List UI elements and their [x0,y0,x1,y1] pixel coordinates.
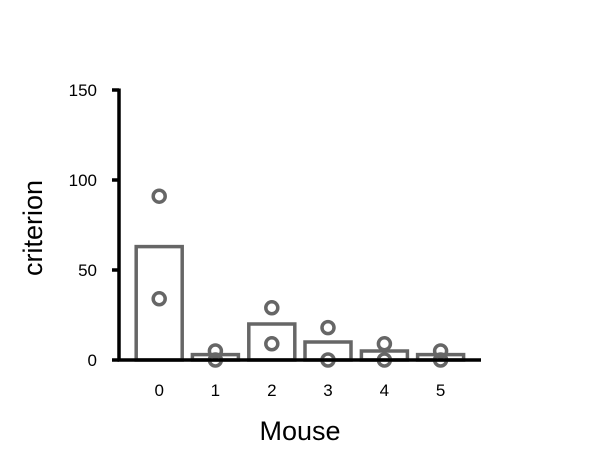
data-point-3-0 [320,319,336,336]
y-tick-label-0: 0 [88,351,97,370]
bars-layer [134,244,466,362]
x-tick-label-0: 0 [154,381,163,400]
x-tick-label-4: 4 [380,381,389,400]
data-point-0-0 [151,188,167,204]
x-tick-label-1: 1 [211,381,220,400]
bar-3 [303,340,353,362]
x-tick-label-2: 2 [267,381,276,400]
y-ticks-layer: 0 50 100 150 [69,81,119,370]
data-point-4-0 [376,336,393,352]
axes-layer [117,88,481,362]
data-point-1-0 [207,343,224,359]
data-point-2-0 [264,300,280,316]
bar-2 [247,322,297,362]
x-axis-title: Mouse [259,416,340,446]
points-layer [151,188,449,368]
y-axis-title: criterion [18,180,48,276]
data-point-2-1 [264,336,280,352]
y-tick-label-50: 50 [78,261,97,280]
y-tick-label-100: 100 [69,171,97,190]
data-point-5-0 [432,343,449,359]
y-tick-label-150: 150 [69,81,97,100]
x-tick-label-5: 5 [436,381,445,400]
x-ticks-layer: 0 1 2 3 4 5 [154,381,445,400]
data-point-0-1 [151,291,167,307]
x-tick-label-3: 3 [323,381,332,400]
